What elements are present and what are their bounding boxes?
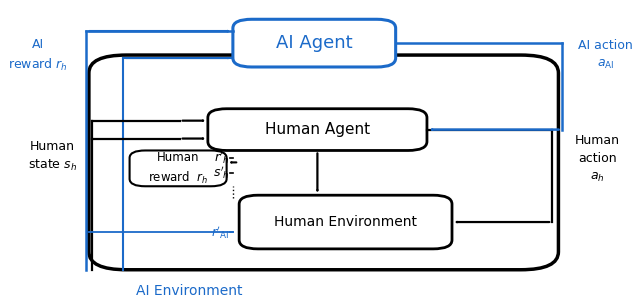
Text: $s'_h$: $s'_h$ [213,165,230,181]
Text: AI Agent: AI Agent [276,34,353,52]
FancyBboxPatch shape [89,55,559,270]
FancyBboxPatch shape [233,19,396,67]
FancyBboxPatch shape [208,109,427,150]
Text: AI
reward $r_h$: AI reward $r_h$ [8,38,67,73]
FancyBboxPatch shape [129,150,227,186]
FancyBboxPatch shape [239,195,452,249]
Text: $r'_h$: $r'_h$ [214,150,230,166]
Text: $r'_{\mathrm{AI}}$: $r'_{\mathrm{AI}}$ [211,224,230,241]
Text: Human Environment: Human Environment [274,215,417,229]
Text: AI Environment: AI Environment [136,284,243,298]
Text: AI action
$a_{\mathrm{AI}}$: AI action $a_{\mathrm{AI}}$ [578,39,633,71]
Text: Human
reward  $r_h$: Human reward $r_h$ [148,151,208,186]
Text: Human
state $s_h$: Human state $s_h$ [28,140,77,173]
Text: Human
action
$a_h$: Human action $a_h$ [575,134,620,185]
Text: Human Agent: Human Agent [265,122,370,137]
